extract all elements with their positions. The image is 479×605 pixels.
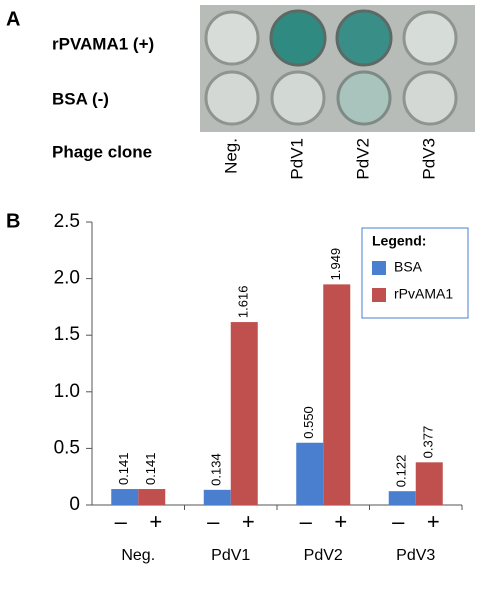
- value-label: 1.949: [328, 248, 343, 281]
- x-tick-label: PdV2: [304, 547, 343, 564]
- bar: [388, 491, 416, 505]
- x-tick-label: PdV1: [211, 547, 250, 564]
- well: [402, 10, 458, 66]
- column-label: PdV3: [419, 138, 438, 180]
- well: [335, 9, 393, 67]
- panel-letter: A: [6, 8, 20, 30]
- value-label: 0.134: [209, 453, 224, 486]
- well: [204, 10, 260, 66]
- bar: [111, 489, 139, 505]
- y-tick-label: 0: [69, 494, 80, 515]
- row-label: rPVAMA1 (+): [52, 34, 154, 53]
- legend-swatch: [372, 261, 386, 275]
- legend-title: Legend:: [372, 233, 426, 249]
- bar: [230, 322, 258, 505]
- value-label: 0.141: [116, 452, 131, 485]
- bar-label: +: [149, 509, 162, 534]
- legend-label: BSA: [394, 259, 423, 275]
- bar-label: +: [242, 509, 255, 534]
- bar: [138, 489, 166, 505]
- well: [270, 70, 326, 126]
- bar: [296, 442, 324, 505]
- bar: [415, 462, 443, 505]
- column-label: Neg.: [221, 138, 240, 174]
- bar-label: +: [334, 509, 347, 534]
- well: [336, 70, 392, 126]
- row-caption: Phage clone: [52, 142, 152, 161]
- x-tick-label: Neg.: [121, 547, 155, 564]
- bar-label: –: [392, 509, 405, 534]
- column-label: PdV1: [287, 138, 306, 180]
- row-label: BSA (-): [52, 89, 109, 108]
- panel-letter: B: [6, 210, 20, 232]
- bar-label: –: [300, 509, 313, 534]
- plate-photo: [200, 5, 475, 132]
- y-tick-label: 0.5: [54, 437, 80, 458]
- value-label: 0.550: [301, 406, 316, 439]
- bar-label: –: [207, 509, 220, 534]
- y-tick-label: 1.0: [54, 381, 80, 402]
- well: [402, 70, 458, 126]
- y-tick-label: 1.5: [54, 324, 80, 345]
- value-label: 0.377: [421, 426, 436, 459]
- well: [204, 70, 260, 126]
- bar-label: –: [115, 509, 128, 534]
- y-tick-label: 2.5: [54, 211, 80, 232]
- legend-swatch: [372, 288, 386, 302]
- value-label: 1.616: [236, 286, 251, 319]
- value-label: 0.141: [143, 452, 158, 485]
- bar: [203, 489, 231, 505]
- bar: [323, 284, 351, 505]
- column-label: PdV2: [353, 138, 372, 180]
- well: [269, 9, 327, 67]
- value-label: 0.122: [394, 455, 409, 488]
- legend-label: rPvAMA1: [394, 286, 453, 302]
- bar-label: +: [427, 509, 440, 534]
- x-tick-label: PdV3: [396, 547, 435, 564]
- y-tick-label: 2.0: [54, 268, 80, 289]
